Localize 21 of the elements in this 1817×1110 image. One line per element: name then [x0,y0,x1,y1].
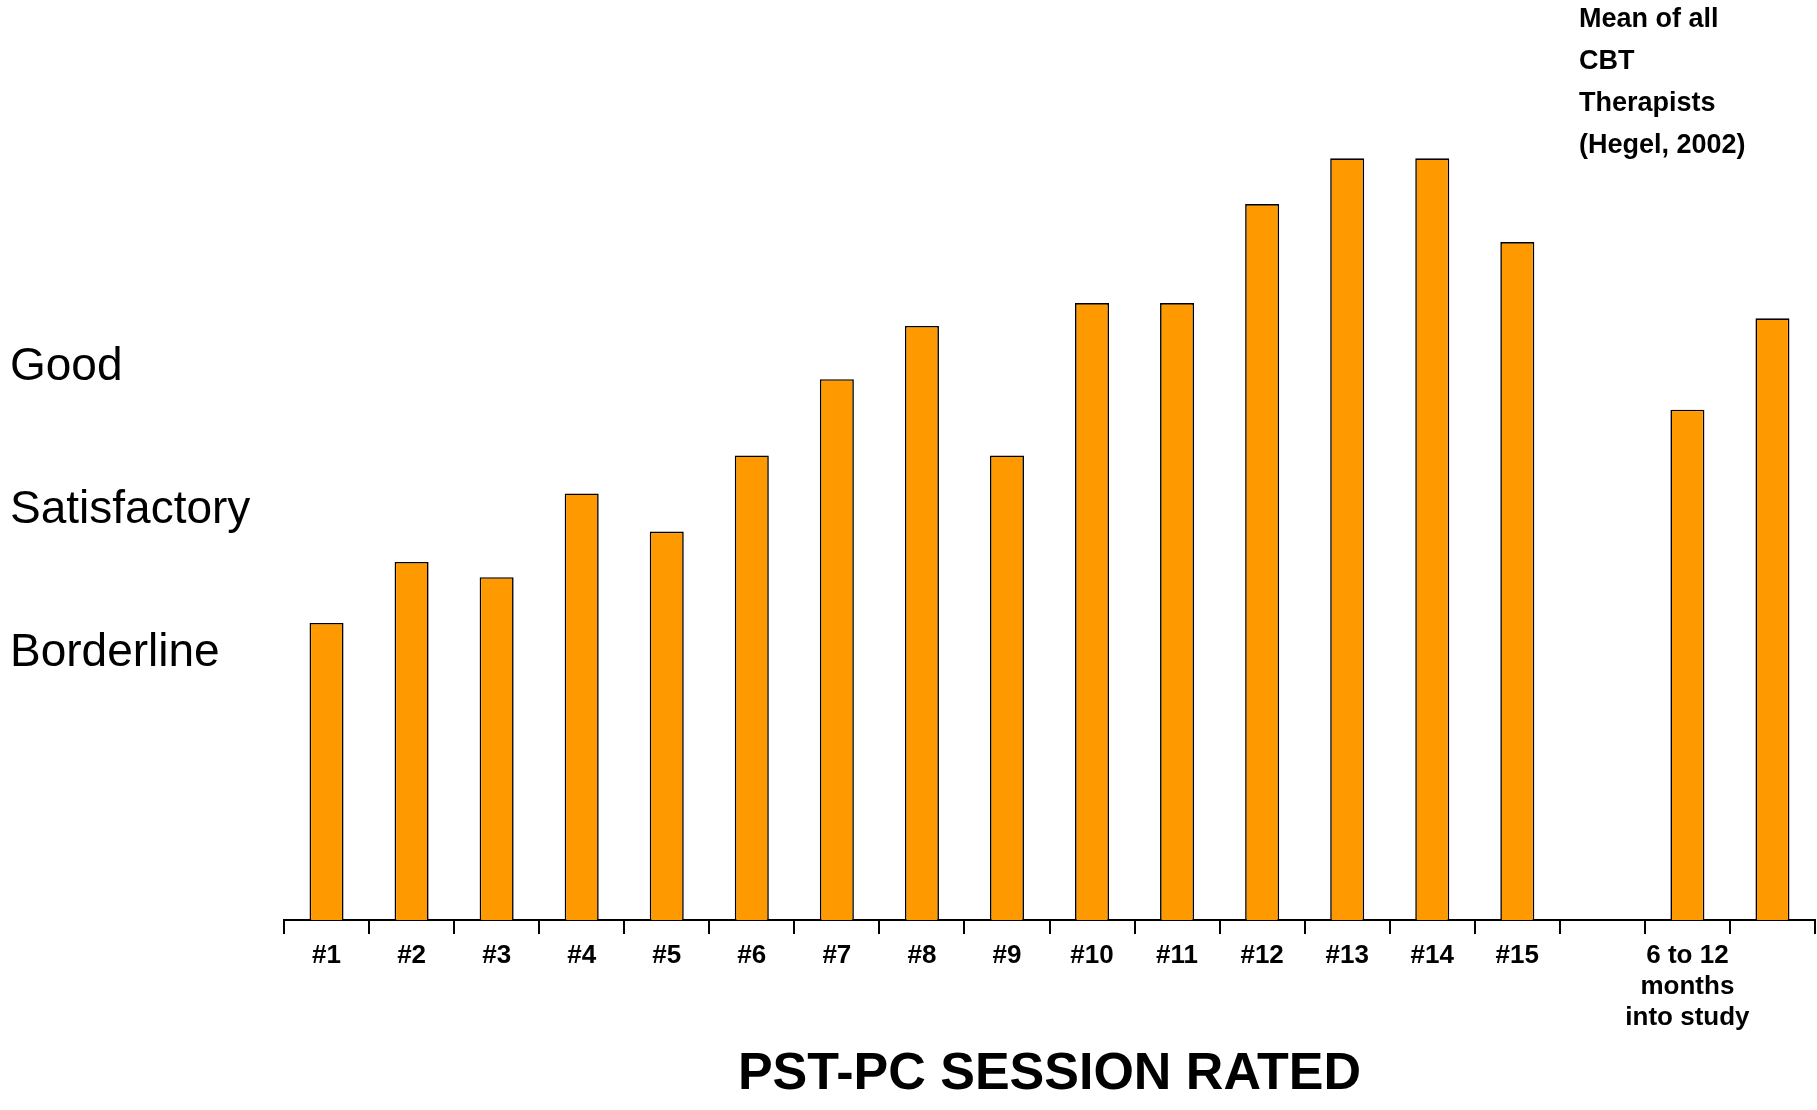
x-tick-label: #14 [1410,938,1455,969]
x-tick-label: #13 [1325,938,1369,969]
x-tick-label: #5 [652,938,682,969]
text: Borderline [10,623,220,676]
x-tick-label: #7 [822,938,852,969]
text: Good [10,337,123,390]
x-tick-label: #2 [397,938,427,969]
x-tick-label: #6 [737,938,767,969]
x-tick-label: 6 to 12 months into study [1625,938,1751,1032]
x-tick-label: #11 [1156,938,1199,969]
x-tick-label: #3 [482,938,512,969]
x-tick-label: #1 [312,938,341,969]
x-tick-label: #9 [992,938,1022,969]
text: Mean of all CBT Therapists (Hegel, 2002) [1579,2,1746,159]
x-tick-label: #12 [1240,938,1284,969]
x-tick-label: #10 [1070,938,1114,969]
text: Satisfactory [10,480,251,533]
x-tick-label: #8 [907,938,937,969]
x-axis-title: PST-PC SESSION RATED [737,1042,1362,1101]
x-tick-label: #15 [1495,938,1539,969]
x-tick-label: #4 [567,938,597,969]
